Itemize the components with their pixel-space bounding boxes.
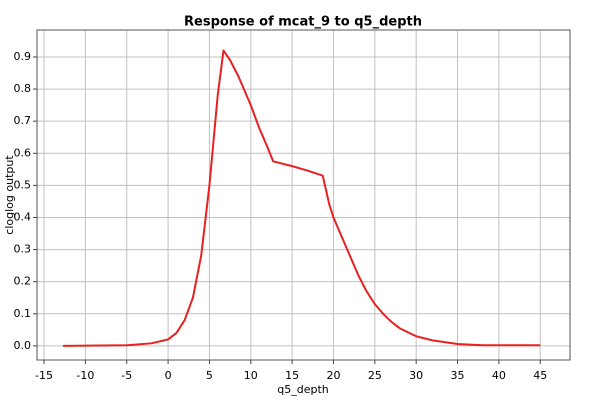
x-tick-label: 40 <box>492 369 506 382</box>
x-tick-label: 10 <box>244 369 258 382</box>
x-tick-label: 5 <box>206 369 213 382</box>
x-axis-label: q5_depth <box>277 383 329 396</box>
x-tick-label: 15 <box>285 369 299 382</box>
x-tick-label: -15 <box>35 369 53 382</box>
y-axis-label: cloglog output <box>3 155 16 235</box>
y-tick-label: 0.4 <box>14 210 32 223</box>
y-tick-label: 0.9 <box>14 50 32 63</box>
x-tick-label: 35 <box>451 369 465 382</box>
plot-frame <box>36 29 571 361</box>
x-tick-label: 0 <box>165 369 172 382</box>
x-tick-label: 20 <box>326 369 340 382</box>
y-tick-label: 0.1 <box>14 307 32 320</box>
y-tick-label: 0.0 <box>14 339 32 352</box>
y-tick-label: 0.6 <box>14 146 32 159</box>
x-tick-label: -10 <box>76 369 94 382</box>
y-tick-label: 0.2 <box>14 275 32 288</box>
y-tick-label: 0.8 <box>14 82 32 95</box>
y-tick-label: 0.5 <box>14 178 32 191</box>
response-line <box>63 49 541 347</box>
x-tick-label: 25 <box>368 369 382 382</box>
chart-title: Response of mcat_9 to q5_depth <box>184 15 422 30</box>
x-tick-label: -5 <box>121 369 132 382</box>
y-tick-label: 0.7 <box>14 114 32 127</box>
x-tick-label: 45 <box>533 369 547 382</box>
x-tick-label: 30 <box>409 369 423 382</box>
y-tick-label: 0.3 <box>14 243 32 256</box>
